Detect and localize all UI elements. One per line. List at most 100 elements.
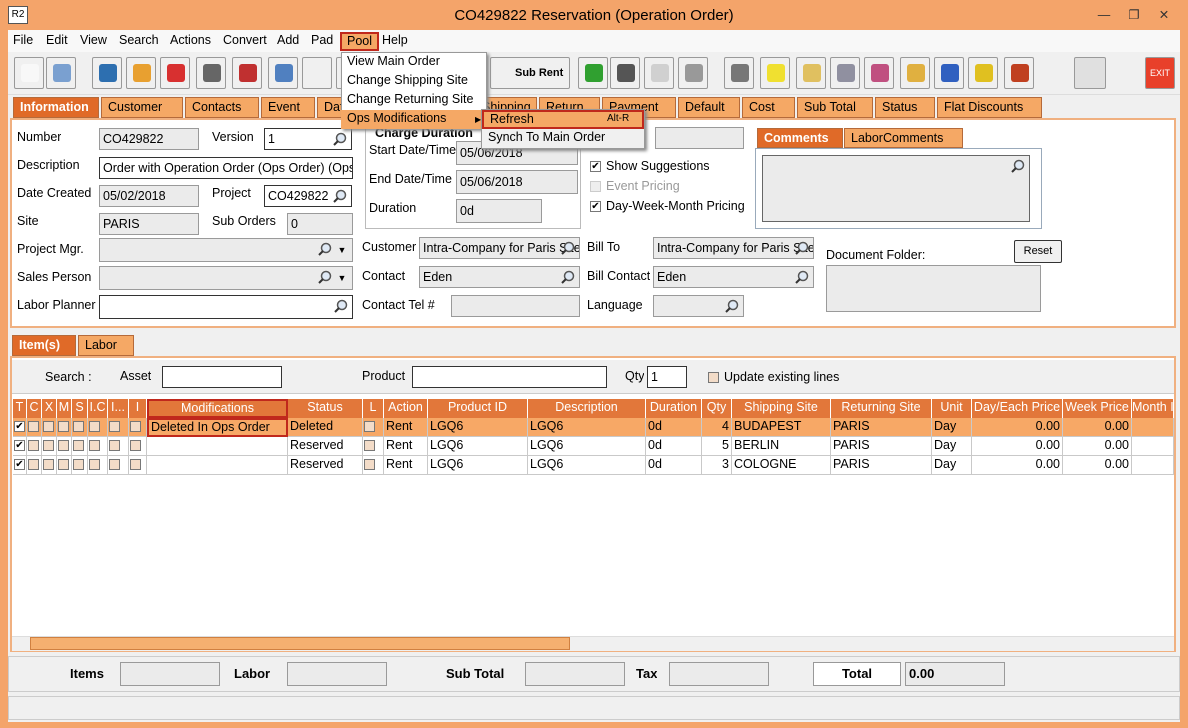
table-cell[interactable] (42, 437, 57, 456)
search-icon[interactable] (1011, 159, 1025, 173)
cell-checkbox[interactable] (130, 459, 141, 470)
field-input[interactable]: Eden (419, 266, 580, 288)
cell-checkbox[interactable] (89, 440, 100, 451)
table-cell[interactable]: ✔ (13, 456, 27, 475)
checkbox[interactable]: ✔ (590, 161, 601, 172)
column-header[interactable]: X (42, 399, 57, 418)
menu-item[interactable]: Actions (170, 33, 211, 47)
field-input[interactable]: CO429822 (99, 128, 199, 150)
column-header[interactable]: C (27, 399, 42, 418)
comment-tab[interactable]: LaborComments (844, 128, 963, 148)
dropdown-item[interactable]: Change Returning Site (347, 92, 474, 106)
tab[interactable]: Contacts (185, 97, 259, 118)
cell-checkbox[interactable] (28, 459, 39, 470)
table-cell[interactable]: 0.00 (1063, 456, 1132, 475)
table-cell[interactable]: 0.00 (1063, 418, 1132, 437)
table-cell[interactable]: 3 (702, 456, 732, 475)
toolbar-button[interactable] (864, 57, 894, 89)
search-icon[interactable] (795, 270, 809, 284)
checkbox[interactable]: ✔ (590, 201, 601, 212)
table-cell[interactable]: Rent (384, 418, 428, 437)
field-input[interactable]: 1 (264, 128, 352, 150)
table-cell[interactable]: 0d (646, 456, 702, 475)
cell-checkbox[interactable] (73, 459, 84, 470)
checkbox[interactable] (708, 372, 719, 383)
cell-checkbox[interactable] (58, 421, 69, 432)
toolbar-button[interactable] (610, 57, 640, 89)
table-cell[interactable]: 4 (702, 418, 732, 437)
menu-item[interactable]: Pool (340, 32, 380, 51)
table-cell[interactable]: COLOGNE (732, 456, 831, 475)
search-icon[interactable] (725, 299, 739, 313)
toolbar-button[interactable] (92, 57, 122, 89)
table-cell[interactable]: Rent (384, 437, 428, 456)
menu-item[interactable]: Edit (46, 33, 68, 47)
table-cell[interactable] (72, 437, 88, 456)
search-icon[interactable] (795, 241, 809, 255)
field-input[interactable]: CO429822 (264, 185, 352, 207)
table-cell[interactable] (129, 418, 147, 437)
table-cell[interactable] (1132, 418, 1174, 437)
field-input[interactable]: PARIS (99, 213, 199, 235)
menu-item[interactable]: Add (277, 33, 300, 47)
dropdown-arrow[interactable]: ▼ (337, 273, 347, 283)
window-button[interactable]: — (1097, 8, 1111, 22)
qty-input[interactable]: 1 (647, 366, 687, 388)
table-cell[interactable]: 0.00 (972, 418, 1063, 437)
toolbar-button[interactable] (1004, 57, 1034, 89)
sub-rent-button[interactable]: Sub Rent (490, 57, 570, 89)
table-cell[interactable] (363, 418, 384, 437)
search-icon[interactable] (333, 189, 347, 203)
table-cell[interactable] (129, 437, 147, 456)
cell-checkbox[interactable] (109, 421, 120, 432)
field-input[interactable]: 05/02/2018 (99, 185, 199, 207)
toolbar-button[interactable] (724, 57, 754, 89)
table-cell[interactable] (363, 456, 384, 475)
table-cell[interactable] (129, 456, 147, 475)
table-cell[interactable]: PARIS (831, 418, 932, 437)
cell-checkbox[interactable] (28, 440, 39, 451)
checkbox[interactable] (590, 181, 601, 192)
window-button[interactable]: ❐ (1128, 8, 1140, 22)
column-header[interactable]: I... (108, 399, 129, 418)
search-icon[interactable] (318, 270, 332, 284)
window-button[interactable]: ✕ (1158, 8, 1170, 22)
search-icon[interactable] (561, 270, 575, 284)
column-header[interactable]: Qty (702, 399, 732, 418)
exit-button[interactable]: EXIT (1145, 57, 1175, 89)
cell-checkbox[interactable] (130, 421, 141, 432)
footer-box[interactable] (525, 662, 625, 686)
tab[interactable]: Information (13, 97, 99, 118)
toolbar-button[interactable] (196, 57, 226, 89)
column-header[interactable]: I (129, 399, 147, 418)
table-cell[interactable] (27, 418, 42, 437)
table-cell[interactable]: LGQ6 (428, 456, 528, 475)
column-header[interactable]: S (72, 399, 88, 418)
cell-checkbox[interactable] (73, 440, 84, 451)
table-cell[interactable] (88, 418, 108, 437)
cell-checkbox[interactable] (109, 440, 120, 451)
table-cell[interactable]: 0.00 (972, 456, 1063, 475)
table-cell[interactable] (1132, 437, 1174, 456)
submenu-item[interactable]: Refresh (482, 110, 644, 129)
table-cell[interactable] (57, 456, 72, 475)
product-input[interactable] (412, 366, 607, 388)
toolbar-button[interactable] (14, 57, 44, 89)
table-cell[interactable] (57, 418, 72, 437)
document-folder-box[interactable] (826, 265, 1041, 312)
tab[interactable]: Sub Total (797, 97, 873, 118)
cell-checkbox[interactable] (89, 421, 100, 432)
table-cell[interactable] (363, 437, 384, 456)
table-cell[interactable] (42, 456, 57, 475)
table-cell[interactable] (27, 456, 42, 475)
cell-checkbox[interactable] (43, 440, 54, 451)
table-cell[interactable] (88, 456, 108, 475)
column-header[interactable]: M (57, 399, 72, 418)
field-box[interactable] (655, 127, 744, 149)
column-header[interactable]: L (363, 399, 384, 418)
table-cell[interactable]: LGQ6 (528, 456, 646, 475)
toolbar-button[interactable] (126, 57, 156, 89)
table-cell[interactable] (72, 456, 88, 475)
comments-box[interactable] (762, 155, 1030, 222)
table-cell[interactable]: Day (932, 437, 972, 456)
